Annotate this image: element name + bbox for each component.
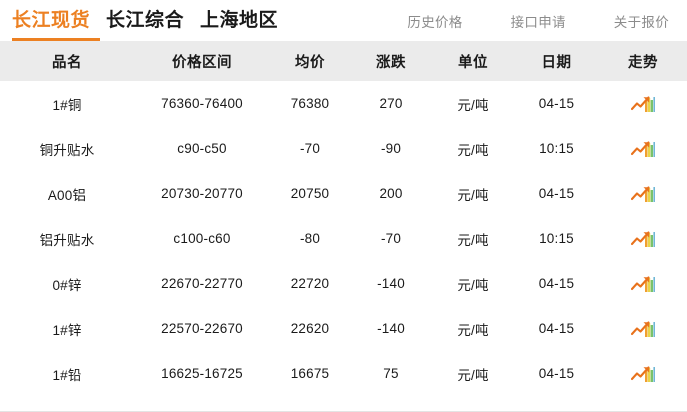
- table-header: 品名 价格区间 均价 涨跌 单位 日期 走势: [0, 41, 687, 81]
- cell-change: -90: [380, 141, 402, 156]
- trend-up-icon: [631, 366, 655, 382]
- cell-unit: 元/吨: [457, 187, 489, 203]
- cell-change: 270: [379, 96, 403, 111]
- cell-price-range: 16625-16725: [161, 366, 243, 381]
- price-table: 品名 价格区间 均价 涨跌 单位 日期 走势 1#铜 76360-76400 763…: [0, 41, 687, 396]
- trend-up-icon: [631, 141, 655, 157]
- column-header-avg[interactable]: 均价: [295, 54, 325, 71]
- cell-trend[interactable]: [599, 351, 687, 396]
- cell-trend[interactable]: [599, 261, 687, 306]
- cell-unit: 元/吨: [457, 277, 489, 293]
- table-row[interactable]: 铜升贴水 c90-c50 -70 -90 元/吨 10:15: [0, 126, 687, 171]
- cell-price-range: 20730-20770: [161, 186, 243, 201]
- cell-product-name: 1#铜: [52, 97, 82, 113]
- table-body: 1#铜 76360-76400 76380 270 元/吨 04-15 铜升贴水 c90-c5…: [0, 81, 687, 396]
- nav-link-history-price[interactable]: 历史价格: [407, 14, 463, 30]
- trend-up-icon: [631, 321, 655, 337]
- cell-date: 04-15: [538, 186, 575, 201]
- cell-date: 04-15: [538, 96, 575, 111]
- column-header-date[interactable]: 日期: [541, 54, 572, 71]
- cell-product-name: 铜升贴水: [39, 142, 95, 158]
- cell-price-range: 22670-22770: [161, 276, 243, 291]
- cell-unit: 元/吨: [457, 322, 489, 338]
- cell-trend[interactable]: [599, 126, 687, 171]
- cell-product-name: 0#锌: [52, 277, 82, 293]
- trend-up-icon: [631, 231, 655, 247]
- column-header-trend[interactable]: 走势: [628, 54, 658, 71]
- cell-product-name: 1#锌: [52, 322, 82, 338]
- cell-unit: 元/吨: [457, 142, 489, 158]
- cell-trend[interactable]: [599, 306, 687, 351]
- cell-trend[interactable]: [599, 81, 687, 126]
- cell-change: -70: [380, 231, 402, 246]
- cell-date: 04-15: [538, 321, 575, 336]
- active-tab-underline: [12, 38, 100, 41]
- table-row[interactable]: 铝升贴水 c100-c60 -80 -70 元/吨 10:15: [0, 216, 687, 261]
- nav-tab-shanghai-region[interactable]: 上海地区: [200, 10, 279, 31]
- cell-product-name: 1#铅: [52, 367, 82, 383]
- cell-change: -140: [377, 276, 405, 291]
- cell-date: 04-15: [538, 276, 575, 291]
- top-navigation: 长江现货 长江综合 上海地区 历史价格 接口申请 关于报价: [0, 0, 687, 41]
- cell-product-name: 铝升贴水: [39, 232, 95, 248]
- cell-product-name: A00铝: [47, 187, 87, 203]
- table-row[interactable]: 1#铅 16625-16725 16675 75 元/吨 04-15: [0, 351, 687, 396]
- cell-trend[interactable]: [599, 216, 687, 261]
- cell-average-price: 22620: [290, 321, 330, 336]
- trend-up-icon: [631, 276, 655, 292]
- table-row[interactable]: 0#锌 22670-22770 22720 -140 元/吨 04-15: [0, 261, 687, 306]
- nav-link-api-request[interactable]: 接口申请: [510, 14, 566, 30]
- cell-average-price: 16675: [290, 366, 330, 381]
- cell-change: -140: [377, 321, 405, 336]
- nav-link-about-quote[interactable]: 关于报价: [613, 14, 669, 30]
- cell-date: 10:15: [539, 141, 574, 156]
- column-header-change[interactable]: 涨跌: [376, 54, 406, 71]
- cell-price-range: c90-c50: [177, 141, 227, 156]
- column-header-unit[interactable]: 单位: [458, 54, 488, 71]
- cell-price-range: c100-c60: [173, 231, 231, 246]
- cell-change: 75: [383, 366, 399, 381]
- cell-unit: 元/吨: [457, 367, 489, 383]
- cell-trend[interactable]: [599, 171, 687, 216]
- cell-unit: 元/吨: [457, 97, 489, 113]
- cell-average-price: -80: [299, 231, 321, 246]
- table-header-row: 品名 价格区间 均价 涨跌 单位 日期 走势: [0, 41, 687, 81]
- cell-average-price: 22720: [290, 276, 330, 291]
- table-row[interactable]: 1#锌 22570-22670 22620 -140 元/吨 04-15: [0, 306, 687, 351]
- nav-tab-group: 长江现货 长江综合 上海地区: [0, 11, 278, 30]
- cell-average-price: 76380: [290, 96, 330, 111]
- table-row[interactable]: 1#铜 76360-76400 76380 270 元/吨 04-15: [0, 81, 687, 126]
- cell-unit: 元/吨: [457, 232, 489, 248]
- cell-date: 10:15: [539, 231, 574, 246]
- cell-price-range: 76360-76400: [161, 96, 243, 111]
- trend-up-icon: [631, 186, 655, 202]
- cell-average-price: 20750: [290, 186, 330, 201]
- cell-date: 04-15: [538, 366, 575, 381]
- column-header-name[interactable]: 品名: [52, 54, 82, 71]
- table-row[interactable]: A00铝 20730-20770 20750 200 元/吨 04-15: [0, 171, 687, 216]
- column-header-range[interactable]: 价格区间: [172, 54, 232, 71]
- nav-tab-changjiang-composite[interactable]: 长江综合: [106, 10, 185, 31]
- cell-price-range: 22570-22670: [161, 321, 243, 336]
- cell-average-price: -70: [299, 141, 321, 156]
- nav-link-group: 历史价格 接口申请 关于报价: [359, 0, 687, 41]
- nav-tab-changjiang-spot[interactable]: 长江现货: [12, 10, 91, 31]
- cell-change: 200: [379, 186, 403, 201]
- trend-up-icon: [631, 96, 655, 112]
